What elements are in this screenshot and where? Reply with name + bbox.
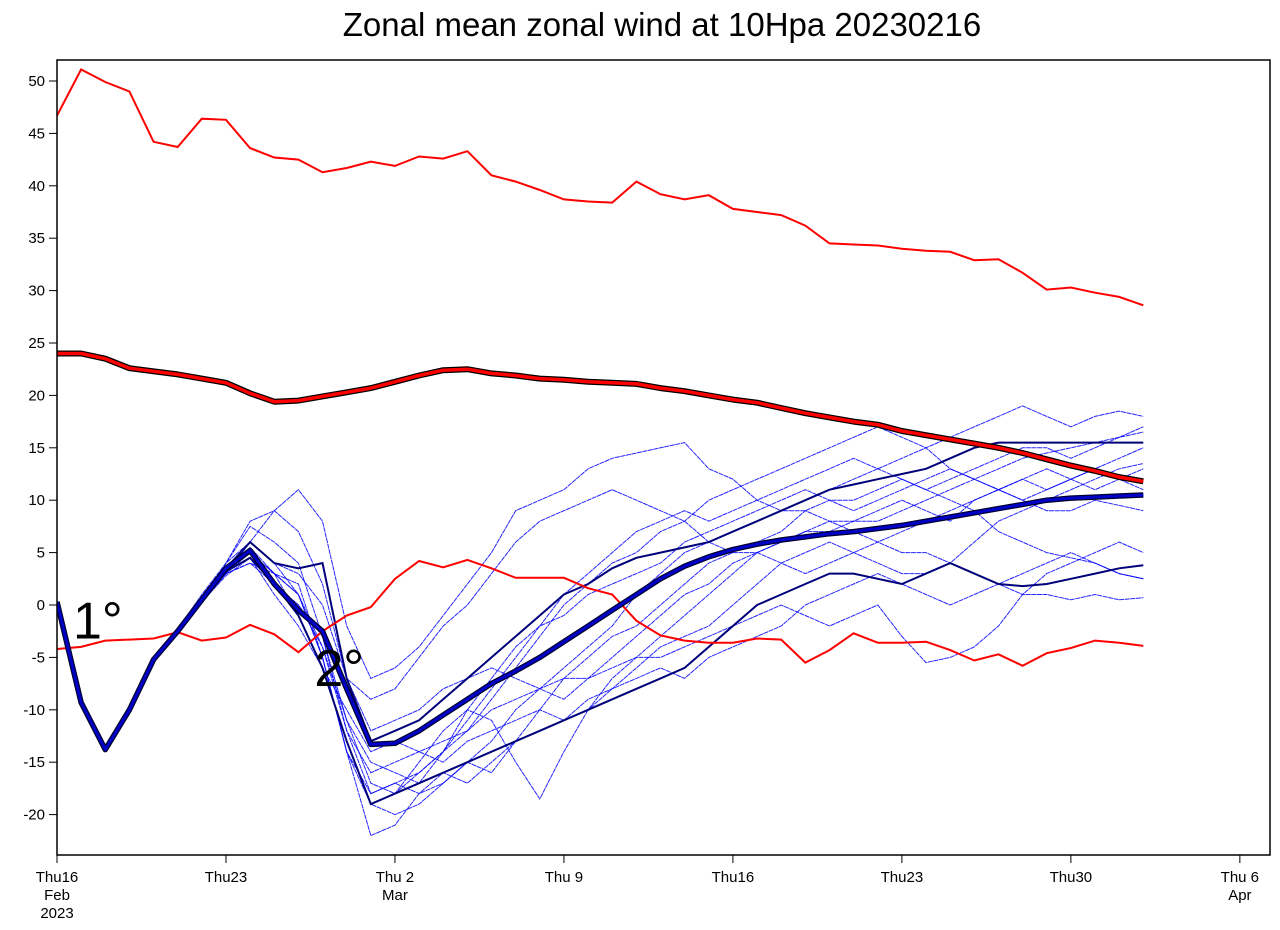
x-tick-label: Feb: [44, 887, 70, 904]
x-tick-label: Thu23: [205, 869, 248, 886]
x-tick-label: Thu30: [1050, 869, 1093, 886]
plot-frame: [56, 59, 1271, 856]
dark-member-line-1: [57, 441, 1144, 752]
ensemble-member-line-9: [57, 468, 1144, 795]
y-tick-label: 0: [37, 597, 45, 614]
x-tick-label: Thu16: [712, 869, 755, 886]
max-line: [57, 68, 1144, 307]
y-tick-label: 25: [28, 335, 45, 352]
ensemble-member-line-5: [57, 557, 1144, 763]
ensemble-mean-outline: [57, 492, 1144, 753]
x-tick-label: Thu 2: [376, 869, 414, 886]
x-tick-label: Thu 9: [545, 869, 583, 886]
y-tick-label: 35: [28, 230, 45, 247]
y-tick-label: 30: [28, 283, 45, 300]
ensemble-member-line-2: [57, 442, 1144, 750]
ensemble-member-line-3: [57, 447, 1144, 837]
annotations: 1° 2°: [73, 593, 364, 698]
annotation-label: 2°: [314, 640, 364, 698]
y-axis: -20 -15 -10 -5 0 5 10 15 20 25 30 35 40 45 50: [23, 73, 57, 824]
ensemble-member-line-11: [57, 468, 1144, 751]
ensemble-mean-line: [57, 493, 1144, 752]
chart-title: Zonal mean zonal wind at 10Hpa 20230216: [343, 6, 981, 43]
ensemble-member-line-1: [57, 405, 1144, 795]
y-tick-label: 45: [28, 125, 45, 142]
x-tick-label: Thu23: [881, 869, 924, 886]
x-tick-label: Thu16: [36, 869, 79, 886]
min-line: [57, 558, 1144, 667]
y-tick-label: 15: [28, 440, 45, 457]
y-tick-label: 40: [28, 178, 45, 195]
annotation-label: 1°: [73, 593, 123, 651]
ensemble-member-line-12: [57, 463, 1144, 795]
series-layer: [57, 68, 1144, 837]
y-tick-label: 10: [28, 492, 45, 509]
climatology-outline: [57, 350, 1144, 485]
x-tick-label: Apr: [1228, 887, 1251, 904]
x-tick-label: Thu 6: [1221, 869, 1259, 886]
y-tick-label: -10: [23, 702, 45, 719]
y-tick-label: -20: [23, 807, 45, 824]
x-tick-label: Mar: [382, 887, 408, 904]
y-tick-label: 5: [37, 545, 45, 562]
dark-member-line-2: [57, 556, 1144, 806]
y-tick-label: 50: [28, 73, 45, 90]
y-tick-label: 20: [28, 387, 45, 404]
x-tick-label: 2023: [40, 905, 73, 922]
y-tick-label: -5: [32, 649, 45, 666]
y-tick-label: -15: [23, 754, 45, 771]
climatology-line: [57, 351, 1144, 484]
